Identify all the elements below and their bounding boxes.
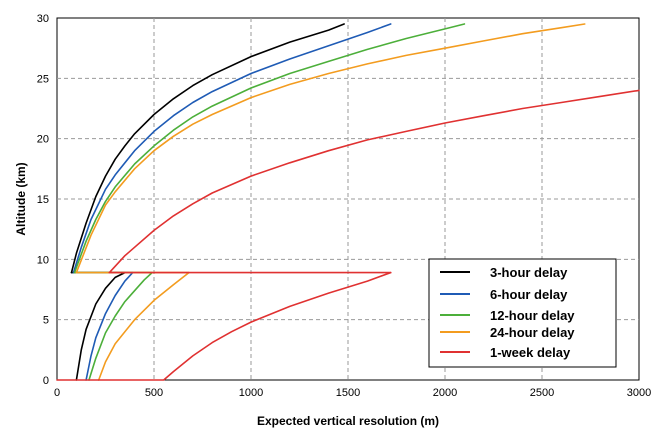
legend-label-1-week: 1-week delay (490, 345, 571, 360)
series-3-upper-line (75, 23, 586, 274)
legend: 3-hour delay 6-hour delay 12-hour delay … (428, 258, 617, 368)
series-4-upper-line (108, 89, 640, 274)
series-1-lower-line (85, 271, 134, 381)
series-4-lower-line (56, 271, 392, 381)
tick-labels: 0 500 1000 1500 2000 2500 3000 0 5 10 15 20 25 30 (37, 13, 651, 399)
x-tick-label: 3000 (627, 387, 651, 399)
legend-label-6-hour: 6-hour delay (490, 287, 568, 302)
y-tick-label: 20 (37, 134, 49, 146)
series-0-lower-line (75, 271, 126, 381)
y-tick-label: 30 (37, 13, 49, 25)
y-axis-title: Altitude (km) (14, 162, 28, 235)
y-tick-label: 10 (37, 254, 49, 266)
series-1-upper-line (72, 23, 392, 274)
series-layer (56, 23, 640, 381)
x-tick-label: 500 (145, 387, 163, 399)
legend-label-24-hour: 24-hour delay (490, 325, 575, 340)
x-tick-label: 2000 (433, 387, 457, 399)
legend-box (428, 258, 617, 368)
legend-label-12-hour: 12-hour delay (490, 308, 575, 323)
x-tick-label: 2500 (530, 387, 554, 399)
x-tick-label: 0 (54, 387, 60, 399)
y-tick-label: 5 (43, 315, 49, 327)
series-2-lower-line (88, 271, 153, 381)
x-axis-title: Expected vertical resolution (m) (257, 414, 439, 428)
y-tick-label: 15 (37, 194, 49, 206)
x-tick-label: 1000 (239, 387, 263, 399)
legend-label-3-hour: 3-hour delay (490, 265, 568, 280)
series-2-upper-line (73, 23, 466, 274)
series-0-upper-line (70, 23, 345, 274)
y-tick-label: 25 (37, 73, 49, 85)
series-3-lower-line (97, 271, 190, 381)
y-tick-label: 0 (43, 375, 49, 387)
x-tick-label: 1500 (336, 387, 360, 399)
